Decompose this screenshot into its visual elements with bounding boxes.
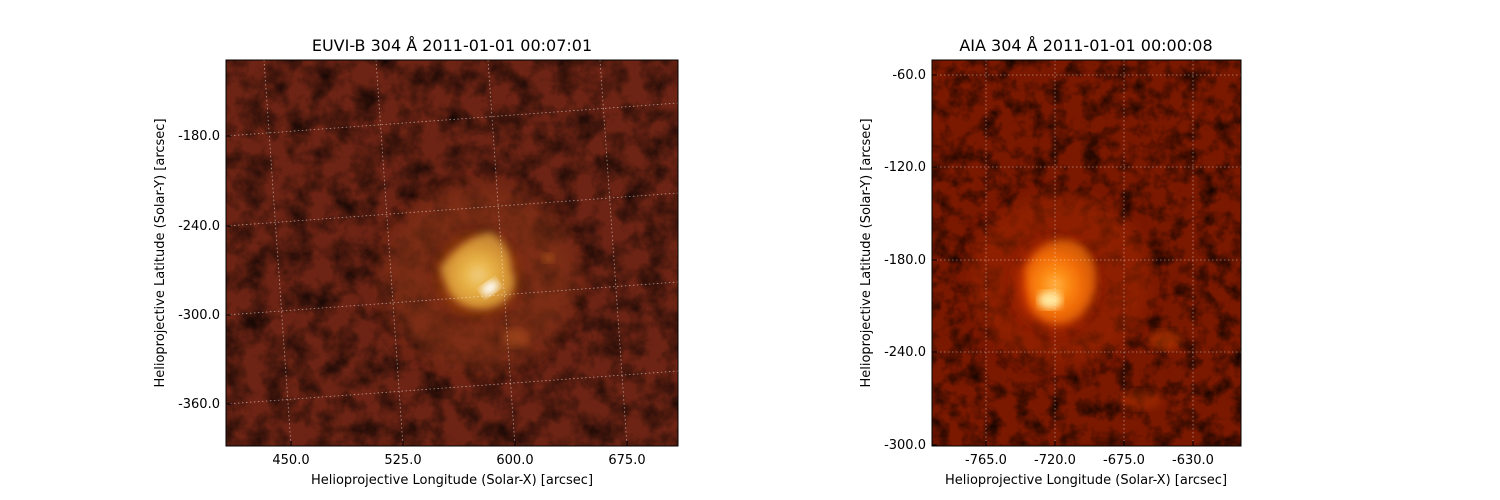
aia-y-axis-label: Helioprojective Latitude (Solar-Y) [arcs… — [859, 118, 874, 387]
aia-x-tick-label: -765.0 — [965, 453, 1007, 468]
euvi-x-axis-label: Helioprojective Longitude (Solar-X) [arc… — [311, 473, 593, 488]
euvi-x-tick-label: 450.0 — [272, 453, 309, 468]
euvi-axes-frame — [225, 59, 679, 447]
euvi-y-tick-label: -240.0 — [178, 219, 220, 234]
euvi-y-tick-label: -360.0 — [178, 397, 220, 412]
aia-y-tick-label: -300.0 — [884, 438, 926, 453]
aia-x-tick-label: -675.0 — [1103, 453, 1145, 468]
aia-panel: AIA 304 Å 2011-01-01 00:00:08 — [859, 36, 1242, 488]
aia-panel-title: AIA 304 Å 2011-01-01 00:00:08 — [959, 36, 1212, 55]
aia-x-tick-label: -630.0 — [1172, 453, 1214, 468]
aia-grid — [932, 60, 1241, 446]
aia-y-tick-label: -180.0 — [884, 253, 926, 268]
euvi-x-tick-label: 675.0 — [608, 453, 645, 468]
euvi-image — [226, 60, 678, 446]
euvi-x-tick-marks — [290, 441, 628, 446]
aia-y-tick-label: -60.0 — [892, 68, 926, 83]
aia-axes-frame — [931, 59, 1242, 447]
aia-x-tick-label: -720.0 — [1034, 453, 1076, 468]
euvi-y-tick-marks — [226, 135, 231, 405]
aia-x-tick-marks — [985, 441, 1194, 446]
aia-y-tick-marks — [932, 74, 937, 446]
euvi-grid — [226, 60, 678, 446]
aia-x-axis-label: Helioprojective Longitude (Solar-X) [arc… — [945, 473, 1227, 488]
aia-y-tick-label: -120.0 — [884, 160, 926, 175]
euvi-x-tick-label: 600.0 — [496, 453, 533, 468]
euvi-panel: EUVI-B 304 Å 2011-01-01 00:07:01 — [153, 36, 679, 488]
euvi-y-tick-label: -300.0 — [178, 308, 220, 323]
aia-image — [932, 60, 1241, 446]
euvi-y-axis-label: Helioprojective Latitude (Solar-Y) [arcs… — [153, 118, 168, 387]
aia-y-tick-label: -240.0 — [884, 345, 926, 360]
euvi-panel-title: EUVI-B 304 Å 2011-01-01 00:07:01 — [312, 36, 592, 55]
euvi-x-tick-label: 525.0 — [384, 453, 421, 468]
euvi-y-tick-label: -180.0 — [178, 129, 220, 144]
